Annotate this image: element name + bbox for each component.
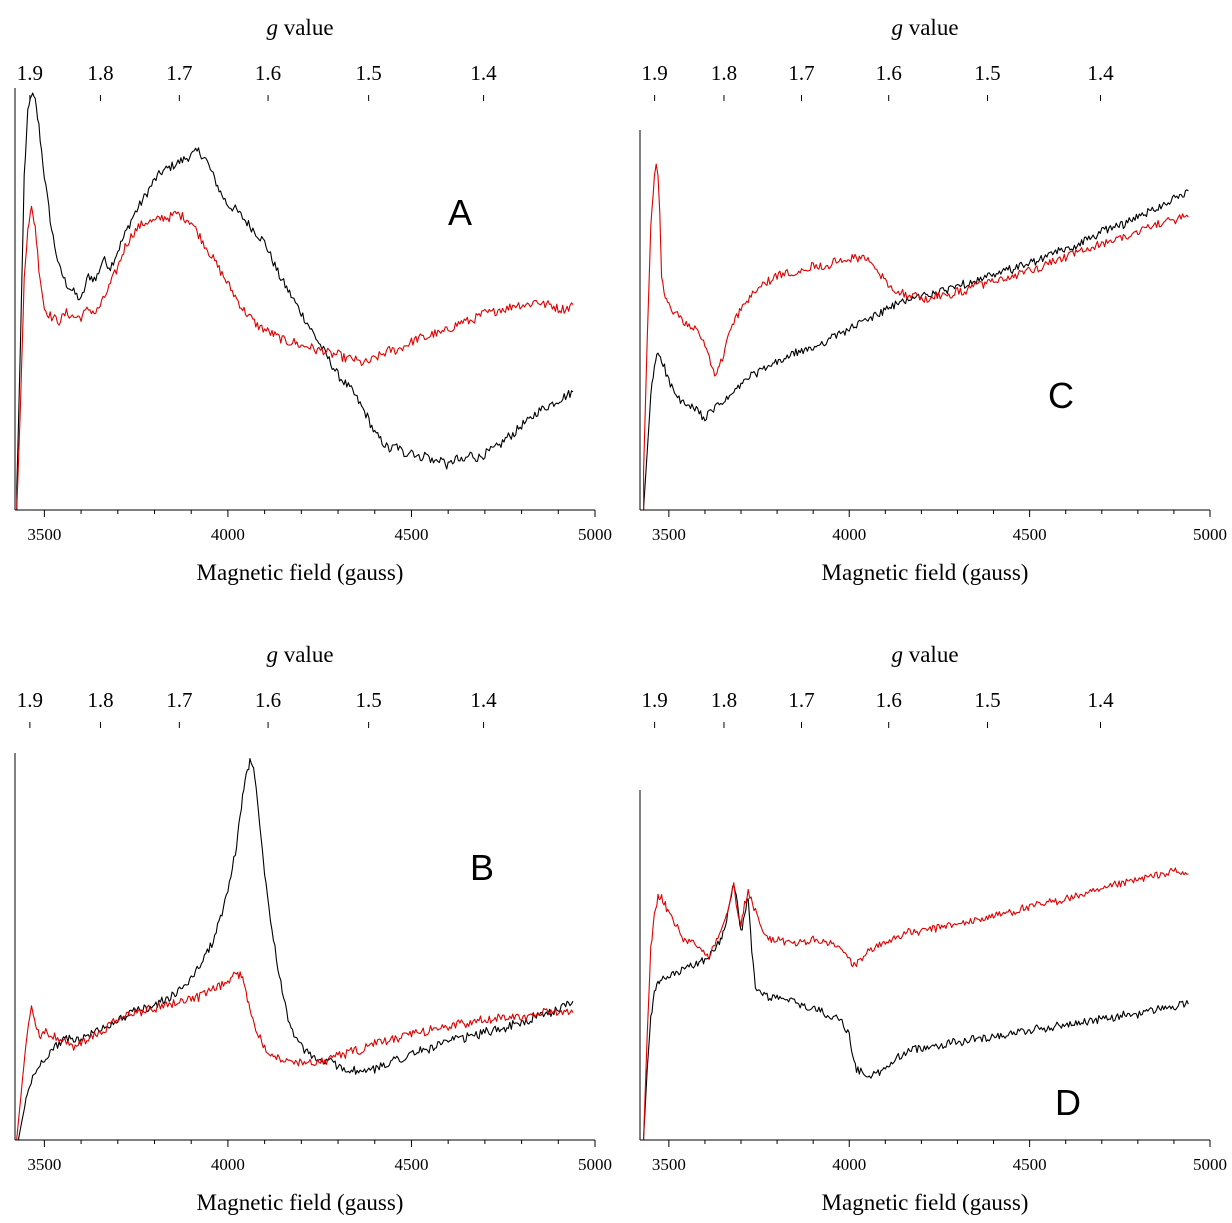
g-tick-label: 1.5 <box>356 61 382 85</box>
panel-c: g value 1.9 1.8 1.7 1.6 1.5 1.4 3500 4000 4500 5… <box>639 15 1227 585</box>
x-tick-label: 4500 <box>394 1155 428 1174</box>
red-series-line <box>16 205 574 510</box>
g-tick-label: 1.6 <box>255 61 281 85</box>
bottom-axis: 3500 4000 4500 5000 <box>15 509 612 544</box>
g-axis-title: g value <box>266 642 333 667</box>
red-series-line <box>643 867 1189 1140</box>
panel-d: g value 1.9 1.8 1.7 1.6 1.5 1.4 3500 4000 4500 5… <box>639 642 1227 1215</box>
series-group <box>16 757 574 1140</box>
panel-letter: D <box>1055 1082 1081 1123</box>
x-tick-label: 4000 <box>211 525 245 544</box>
panel-a: g value 1.9 1.8 1.7 1.6 1.5 1.4 3500 4000 4500 5… <box>14 15 612 585</box>
g-tick-label: 1.6 <box>876 61 902 85</box>
series-group <box>643 163 1189 510</box>
g-tick-label: 1.6 <box>876 688 902 712</box>
g-tick-label: 1.4 <box>470 61 497 85</box>
x-tick-label: 3500 <box>652 1155 686 1174</box>
g-tick-label: 1.7 <box>166 61 192 85</box>
x-tick-label: 5000 <box>1193 1155 1227 1174</box>
bottom-axis: 3500 4000 4500 5000 <box>15 1139 612 1174</box>
red-series-line <box>16 971 574 1140</box>
x-tick-label: 4000 <box>211 1155 245 1174</box>
g-tick-label: 1.6 <box>255 688 281 712</box>
g-tick-label: 1.4 <box>1087 688 1114 712</box>
g-tick-label: 1.7 <box>788 688 814 712</box>
g-tick-label: 1.5 <box>974 61 1000 85</box>
black-series-line <box>18 757 574 1140</box>
series-group <box>16 92 574 510</box>
g-tick-label: 1.4 <box>1087 61 1114 85</box>
g-tick-label: 1.9 <box>641 61 667 85</box>
x-tick-label: 3500 <box>27 525 61 544</box>
x-tick-label: 4500 <box>1013 525 1047 544</box>
x-tick-label: 4500 <box>394 525 428 544</box>
black-series-line <box>643 884 1189 1140</box>
x-tick-label: 5000 <box>578 525 612 544</box>
bottom-axis: 3500 4000 4500 5000 <box>640 509 1227 544</box>
g-tick-label: 1.8 <box>87 688 113 712</box>
x-axis-title: Magnetic field (gauss) <box>822 560 1029 585</box>
panel-letter: B <box>470 847 494 888</box>
x-tick-label: 4500 <box>1013 1155 1047 1174</box>
g-tick-label: 1.5 <box>356 688 382 712</box>
red-series-line <box>643 163 1189 510</box>
g-tick-label: 1.9 <box>17 61 43 85</box>
g-tick-label: 1.5 <box>974 688 1000 712</box>
top-axis: 1.9 1.8 1.7 1.6 1.5 1.4 <box>641 61 1114 101</box>
x-axis-title: Magnetic field (gauss) <box>197 1190 404 1215</box>
black-series-line <box>16 92 574 510</box>
g-axis-title: g value <box>891 642 958 667</box>
top-axis: 1.9 1.8 1.7 1.6 1.5 1.4 <box>17 688 497 728</box>
top-axis: 1.9 1.8 1.7 1.6 1.5 1.4 <box>17 61 497 101</box>
x-tick-label: 4000 <box>832 1155 866 1174</box>
g-tick-label: 1.9 <box>641 688 667 712</box>
g-tick-label: 1.8 <box>87 61 113 85</box>
top-axis: 1.9 1.8 1.7 1.6 1.5 1.4 <box>641 688 1114 728</box>
g-tick-label: 1.7 <box>166 688 192 712</box>
g-tick-label: 1.9 <box>17 688 43 712</box>
x-tick-label: 5000 <box>1193 525 1227 544</box>
panel-b: g value 1.9 1.8 1.7 1.6 1.5 1.4 3500 4000 4500 5… <box>14 642 612 1215</box>
g-tick-label: 1.7 <box>788 61 814 85</box>
x-axis-title: Magnetic field (gauss) <box>197 560 404 585</box>
g-axis-title: g value <box>266 15 333 40</box>
g-tick-label: 1.4 <box>470 688 497 712</box>
x-tick-label: 3500 <box>652 525 686 544</box>
g-tick-label: 1.8 <box>711 61 737 85</box>
x-tick-label: 5000 <box>578 1155 612 1174</box>
x-tick-label: 3500 <box>27 1155 61 1174</box>
bottom-axis: 3500 4000 4500 5000 <box>640 1139 1227 1174</box>
g-tick-label: 1.8 <box>711 688 737 712</box>
series-group <box>643 867 1189 1140</box>
black-series-line <box>643 189 1189 510</box>
panel-letter: C <box>1048 375 1074 416</box>
panel-letter: A <box>448 192 472 233</box>
x-tick-label: 4000 <box>832 525 866 544</box>
x-axis-title: Magnetic field (gauss) <box>822 1190 1029 1215</box>
g-axis-title: g value <box>891 15 958 40</box>
